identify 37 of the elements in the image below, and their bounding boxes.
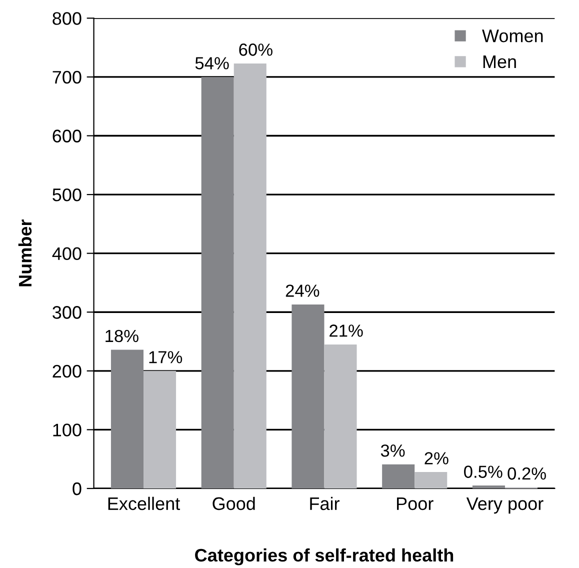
annotation: 2% xyxy=(424,452,448,464)
annotation: 0.2% xyxy=(508,467,546,480)
annotation: 17% xyxy=(149,351,182,364)
annotation: 18% xyxy=(106,330,138,342)
bar xyxy=(234,63,266,488)
legend-label: Men xyxy=(483,56,516,68)
x-tick-label: Fair xyxy=(310,496,340,510)
annotation: 21% xyxy=(330,324,363,337)
y-tick-label: 100 xyxy=(53,424,82,436)
y-tick-label: 600 xyxy=(52,130,82,142)
y-tick-label: 800 xyxy=(52,12,82,25)
legend-label: Women xyxy=(482,30,543,42)
y-tick-label: 700 xyxy=(52,70,82,84)
bar xyxy=(292,304,324,488)
annotation: 24% xyxy=(286,284,320,297)
y-tick-label: 300 xyxy=(52,306,82,319)
x-tick-label: Poor xyxy=(397,497,434,510)
bar xyxy=(414,472,448,488)
x-tick-label: Excellent xyxy=(108,496,180,510)
x-tick-label: Very poor xyxy=(466,497,544,514)
bar xyxy=(324,344,357,488)
y-tick-label: 200 xyxy=(52,364,82,378)
y-tick-label: 400 xyxy=(52,247,82,260)
annotation: 60% xyxy=(239,44,272,56)
bar xyxy=(382,464,415,488)
y-axis-title: Number xyxy=(18,219,32,286)
x-axis-title: Categories of self-rated health xyxy=(195,548,454,566)
annotation: 54% xyxy=(195,57,229,70)
bar xyxy=(472,486,505,488)
annotation: 0.5% xyxy=(464,466,502,478)
bar xyxy=(110,350,144,488)
annotation: 3% xyxy=(380,444,405,457)
bar xyxy=(144,370,176,488)
x-tick-label: Good xyxy=(212,496,255,510)
bar xyxy=(201,76,234,488)
y-tick-label: 500 xyxy=(52,188,82,202)
y-tick-label: 0 xyxy=(72,482,82,496)
